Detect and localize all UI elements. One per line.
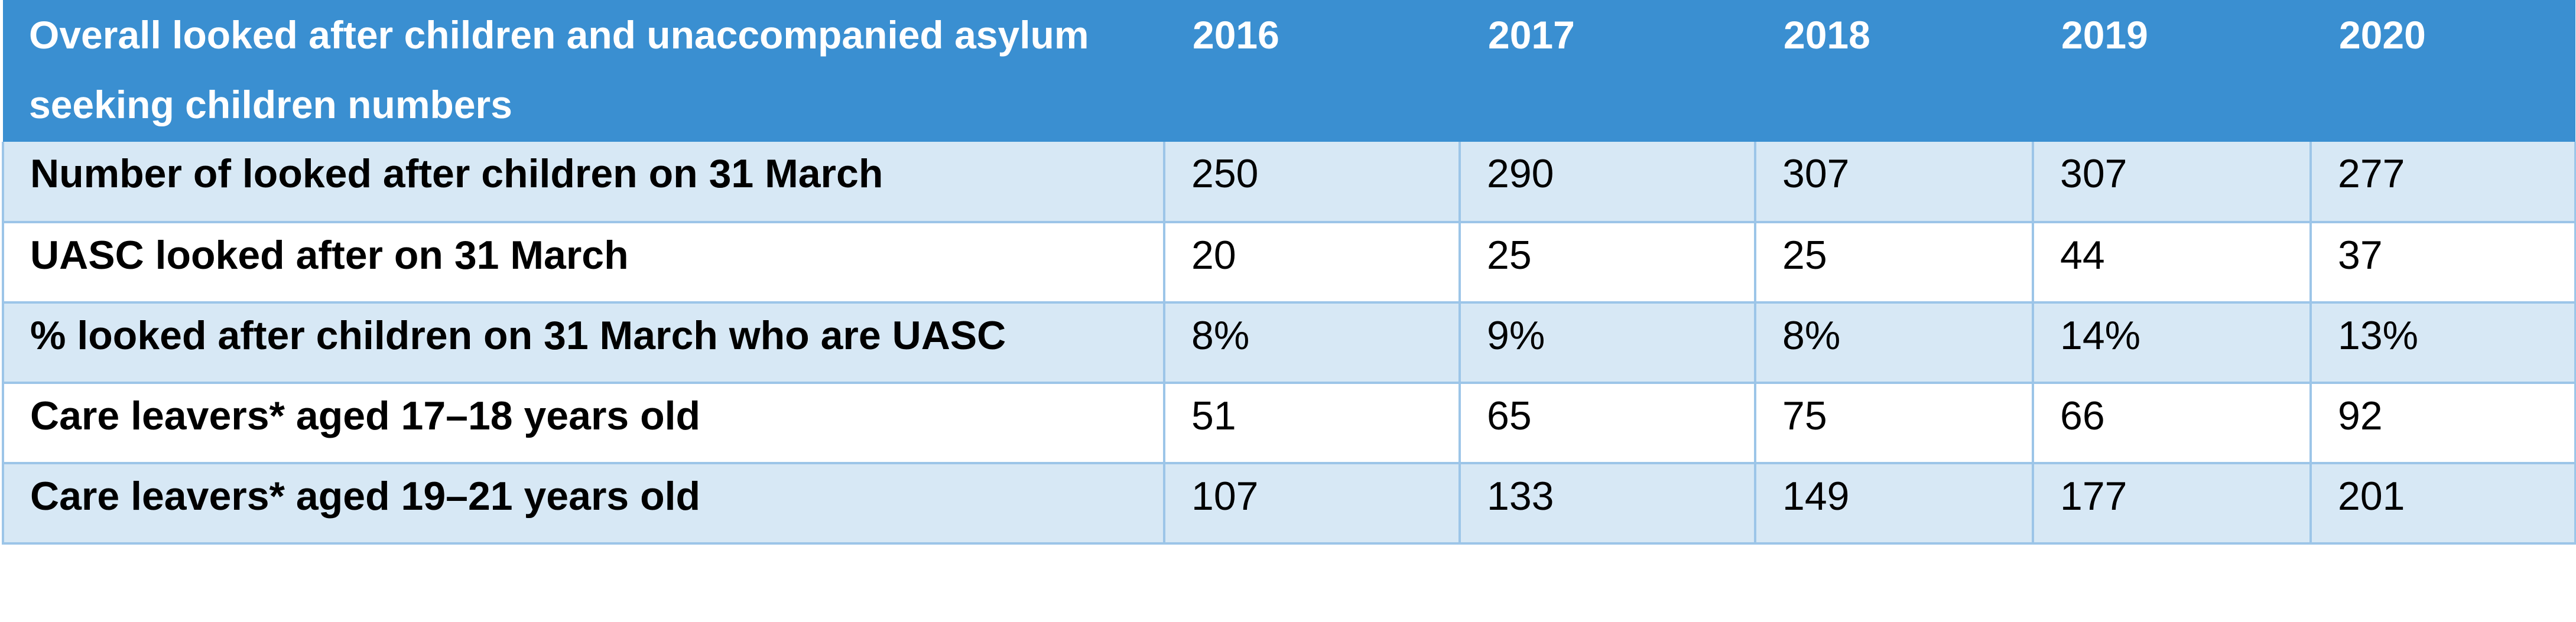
row-label: Care leavers* aged 19–21 years old <box>2 463 1164 545</box>
table-row: Number of looked after children on 31 Ma… <box>2 142 2576 223</box>
table-cell: 8% <box>1754 302 2033 384</box>
table-cell: 14% <box>2032 302 2311 384</box>
table-cell: 250 <box>1163 142 1460 223</box>
table-cell: 290 <box>1458 142 1755 223</box>
table-cell: 13% <box>2309 302 2576 384</box>
table-cell: 307 <box>2032 142 2311 223</box>
row-label: % looked after children on 31 March who … <box>2 302 1164 384</box>
header-year: 2019 <box>2033 0 2311 142</box>
table-cell: 133 <box>1458 463 1755 545</box>
table-cell: 307 <box>1754 142 2033 223</box>
table-cell: 107 <box>1163 463 1460 545</box>
table-cell: 9% <box>1458 302 1755 384</box>
table-cell: 37 <box>2309 222 2576 304</box>
table-row: UASC looked after on 31 March 20 25 25 4… <box>2 222 2576 304</box>
table-cell: 66 <box>2032 383 2311 464</box>
table-cell: 277 <box>2309 142 2576 223</box>
table-header-row: Overall looked after children and unacco… <box>3 0 2575 142</box>
header-label: Overall looked after children and unacco… <box>3 0 1164 142</box>
table-cell: 201 <box>2309 463 2576 545</box>
table-cell: 44 <box>2032 222 2311 304</box>
table-row: % looked after children on 31 March who … <box>2 302 2576 384</box>
table-row: Care leavers* aged 19–21 years old 107 1… <box>2 463 2576 545</box>
table-cell: 25 <box>1754 222 2033 304</box>
row-label: Care leavers* aged 17–18 years old <box>2 383 1164 464</box>
header-year: 2017 <box>1460 0 1755 142</box>
table-cell: 25 <box>1458 222 1755 304</box>
data-table-container: Overall looked after children and unacco… <box>2 0 2576 545</box>
header-year: 2020 <box>2311 0 2575 142</box>
table-cell: 92 <box>2309 383 2576 464</box>
table-cell: 177 <box>2032 463 2311 545</box>
header-year: 2018 <box>1755 0 2033 142</box>
header-year: 2016 <box>1164 0 1460 142</box>
table-cell: 75 <box>1754 383 2033 464</box>
table-cell: 149 <box>1754 463 2033 545</box>
row-label: UASC looked after on 31 March <box>2 222 1164 304</box>
table-cell: 51 <box>1163 383 1460 464</box>
table-cell: 65 <box>1458 383 1755 464</box>
table-cell: 8% <box>1163 302 1460 384</box>
table-cell: 20 <box>1163 222 1460 304</box>
row-label: Number of looked after children on 31 Ma… <box>2 142 1164 223</box>
table-row: Care leavers* aged 17–18 years old 51 65… <box>2 383 2576 464</box>
looked-after-children-table: Overall looked after children and unacco… <box>2 0 2576 545</box>
